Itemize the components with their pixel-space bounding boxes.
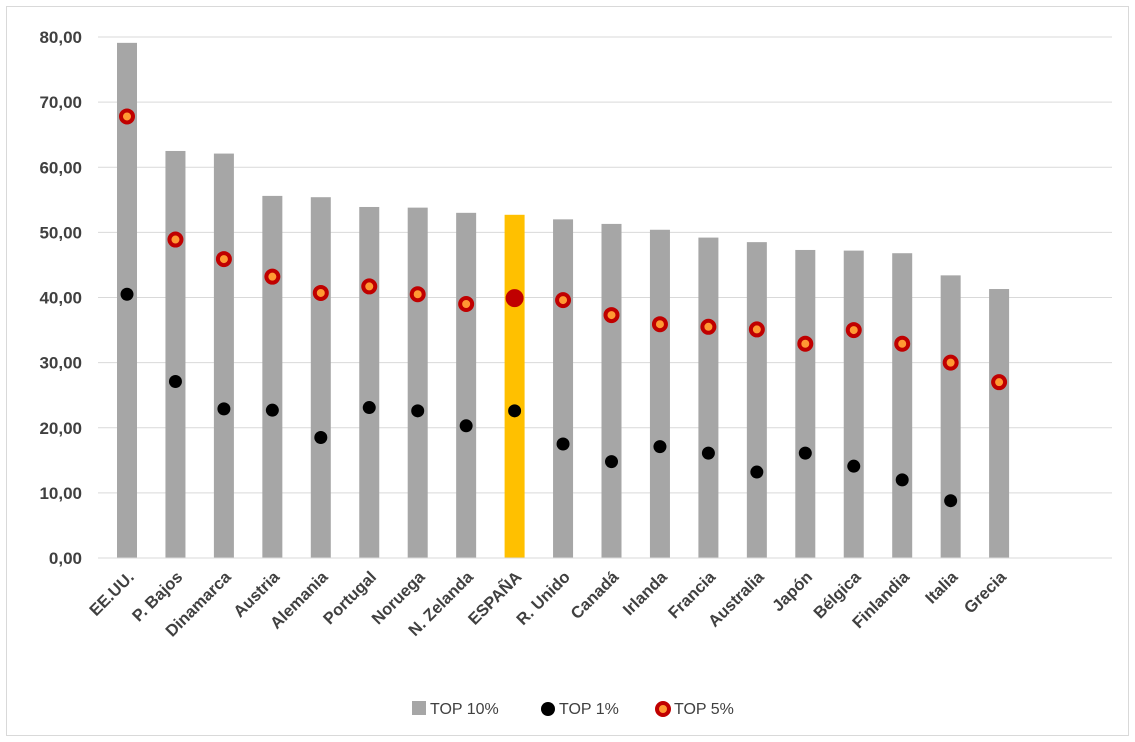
point-top1 <box>217 402 231 416</box>
bar-top10 <box>843 250 864 559</box>
bar-top10 <box>553 219 574 558</box>
point-top1 <box>944 494 958 508</box>
point-top5 <box>264 268 281 285</box>
y-tick-label: 40,00 <box>39 289 82 308</box>
point-top1 <box>314 431 328 445</box>
x-axis: EE.UU.P. BajosDinamarcaAustriaAlemaniaPo… <box>86 557 1112 641</box>
bar-top10 <box>213 153 234 559</box>
x-tick-label: Japón <box>769 568 816 615</box>
point-top1 <box>605 455 618 469</box>
point-top5 <box>505 289 524 308</box>
x-tick-label: Italia <box>922 568 962 608</box>
point-top1 <box>362 401 376 415</box>
point-top5 <box>603 307 620 324</box>
y-tick-label: 60,00 <box>39 158 82 177</box>
bar-top10 <box>504 214 525 558</box>
point-top1 <box>168 375 182 389</box>
point-top5 <box>215 251 232 268</box>
point-top1 <box>895 473 909 487</box>
point-top5 <box>167 231 184 248</box>
bar-top10 <box>456 212 477 558</box>
y-tick-label: 0,00 <box>49 549 82 568</box>
bar-top10 <box>795 249 816 559</box>
bar-top10 <box>746 242 767 559</box>
point-top5 <box>894 335 911 352</box>
point-top5 <box>312 284 329 301</box>
point-top1 <box>411 404 425 418</box>
point-top1 <box>508 404 522 418</box>
point-top1 <box>459 419 473 433</box>
y-tick-label: 10,00 <box>39 484 82 503</box>
point-top5 <box>458 296 475 313</box>
x-tick-label: R. Unido <box>513 568 574 629</box>
y-tick-label: 30,00 <box>39 354 82 373</box>
y-tick-label: 70,00 <box>39 93 82 112</box>
point-top5 <box>991 374 1008 391</box>
legend-label-top1: TOP 1% <box>559 701 619 718</box>
point-top1 <box>847 459 861 473</box>
bar-top10 <box>940 275 961 558</box>
bar-top10 <box>310 197 331 558</box>
bar-top10 <box>601 223 622 558</box>
point-top5 <box>555 292 572 309</box>
y-tick-label: 80,00 <box>39 28 82 47</box>
point-top1 <box>265 403 279 417</box>
y-axis: 0,00 10,00 20,00 30,00 40,00 50,00 60,00 70,00 8… <box>39 28 82 568</box>
legend-label-top10: TOP 10% <box>430 701 499 718</box>
point-top5 <box>651 316 668 333</box>
bar-top10 <box>407 207 428 558</box>
x-tick-label: Grecia <box>961 568 1011 618</box>
legend: TOP 10% TOP 1% TOP 5% <box>412 701 734 718</box>
legend-swatch-top5 <box>655 701 671 717</box>
point-top1 <box>798 446 812 460</box>
y-tick-label: 20,00 <box>39 419 82 438</box>
legend-swatch-top1 <box>541 702 555 716</box>
point-top1 <box>750 465 764 479</box>
x-tick-label: Irlanda <box>620 568 672 620</box>
point-top5 <box>119 108 135 125</box>
legend-swatch-top10 <box>412 701 426 715</box>
bar-top10 <box>262 195 283 558</box>
bar-top10 <box>165 150 186 558</box>
x-tick-label: Canadá <box>567 568 622 623</box>
legend-label-top5: TOP 5% <box>674 701 734 718</box>
y-tick-label: 50,00 <box>39 223 82 242</box>
point-top5 <box>748 321 765 338</box>
bar-top10 <box>698 237 719 558</box>
point-top5 <box>700 318 717 335</box>
markers <box>119 108 1008 508</box>
point-top1 <box>556 437 570 451</box>
bar-top10 <box>359 206 380 558</box>
bar-top10 <box>892 253 913 558</box>
point-top5 <box>942 354 959 371</box>
point-top1 <box>120 287 134 301</box>
point-top5 <box>845 322 862 339</box>
point-top5 <box>409 286 426 303</box>
point-top5 <box>797 335 814 352</box>
point-top5 <box>361 278 378 295</box>
point-top1 <box>701 446 715 460</box>
bar-top10 <box>649 229 670 558</box>
point-top1 <box>653 440 667 454</box>
bar-top10 <box>989 289 1010 558</box>
